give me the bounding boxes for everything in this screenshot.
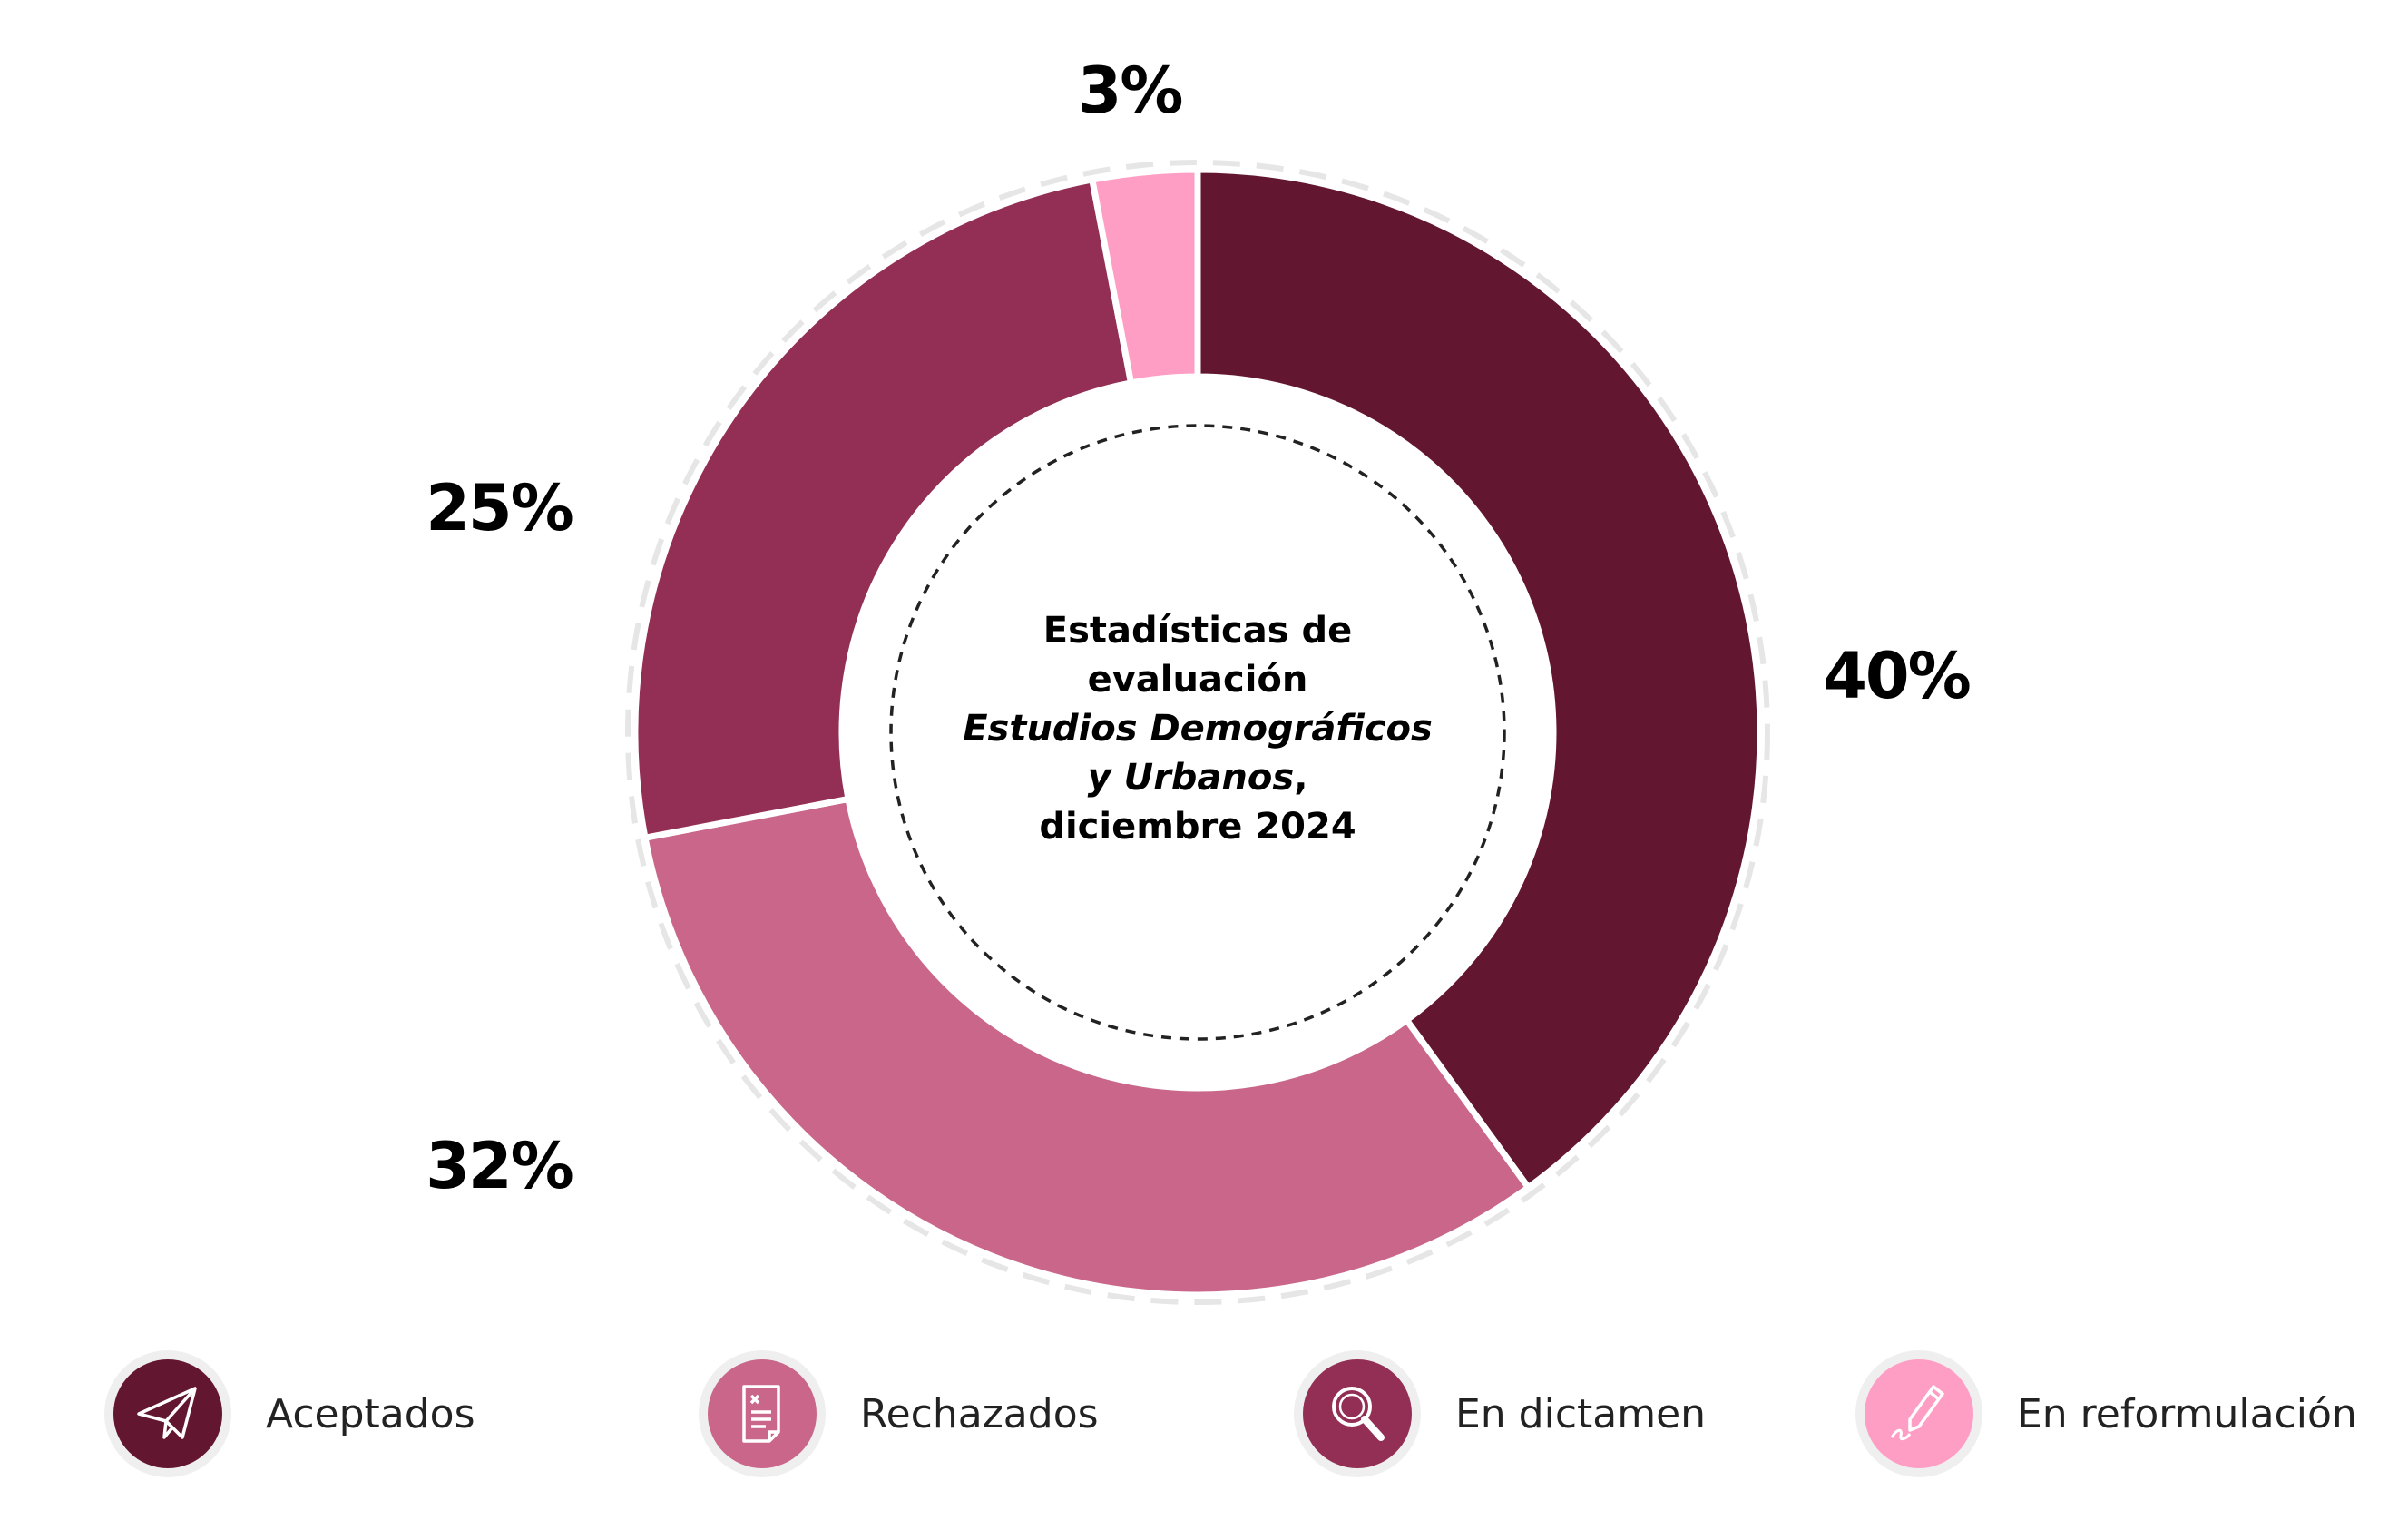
slice-en-reformulaci-n — [1088, 166, 1201, 387]
magnifier-icon — [1303, 1359, 1412, 1468]
center-title-italic-1: Estudios Demográficos — [963, 708, 1433, 750]
percent-label-rechazados: 32% — [426, 1129, 573, 1203]
legend-label-rechazados: Rechazados — [860, 1390, 1099, 1437]
document-x-icon — [708, 1359, 817, 1468]
slice-en-dictamen — [631, 175, 1135, 842]
percent-label-en-reformulaci-n: 3% — [1078, 54, 1182, 128]
legend-label-aceptados: Aceptados — [266, 1390, 475, 1437]
legend-label-en-dictamen: En dictamen — [1455, 1390, 1707, 1437]
center-title-line-2: evaluación — [1087, 659, 1308, 701]
center-title-italic-2: y Urbanos — [1087, 757, 1295, 799]
center-title-line-1: Estadísticas de — [1042, 610, 1353, 652]
legend-item-rechazados: Rechazados — [699, 1346, 1099, 1482]
center-title-date: diciembre 2024 — [1039, 806, 1356, 848]
percent-label-aceptados: 40% — [1823, 639, 1970, 713]
legend: Aceptados Rechazados En dictamen En refo… — [0, 1346, 2408, 1482]
slice-rechazados — [641, 795, 1533, 1299]
inner-dashed-ring — [889, 424, 1506, 1041]
percent-label-en-dictamen: 25% — [426, 471, 573, 545]
legend-item-en-reformulacion: En reformulación — [1855, 1346, 2357, 1482]
legend-item-en-dictamen: En dictamen — [1294, 1346, 1706, 1482]
center-title-italic-row: y Urbanos, — [916, 753, 1479, 802]
center-title: Estadísticas de evaluación Estudios Demo… — [916, 606, 1479, 851]
slices-group — [631, 166, 1764, 1299]
legend-label-en-reformulacion: En reformulación — [2017, 1390, 2357, 1437]
paper-plane-icon — [113, 1359, 222, 1468]
pen-signature-icon — [1865, 1359, 1973, 1468]
percent-labels: 40% 32% 25% 3% — [426, 54, 1972, 1203]
outer-dashed-ring — [625, 160, 1770, 1305]
center-title-comma: , — [1294, 757, 1308, 799]
slice-aceptados — [1194, 166, 1764, 1192]
legend-item-aceptados: Aceptados — [104, 1346, 475, 1482]
